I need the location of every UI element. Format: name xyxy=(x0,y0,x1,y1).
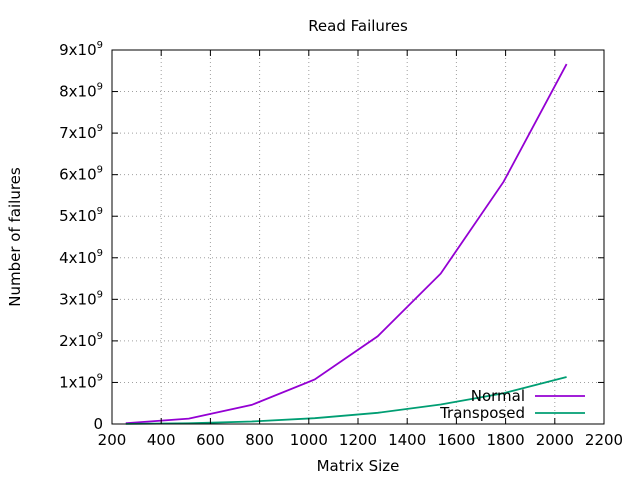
y-tick-label: 5x109 xyxy=(59,206,103,225)
x-tick-label: 2000 xyxy=(536,431,574,449)
y-tick-label: 0 xyxy=(93,415,103,433)
series-line-normal xyxy=(125,63,568,425)
chart-title: Read Failures xyxy=(308,17,408,35)
x-tick-label: 1200 xyxy=(339,431,377,449)
x-axis-ticks: 200 400 600 800 1000 1200 1400 1600 1800 2000 2200 xyxy=(98,50,623,449)
series-lines xyxy=(125,63,568,425)
y-tick-label: 9x109 xyxy=(59,40,103,59)
x-tick-label: 400 xyxy=(147,431,176,449)
legend-label-transposed: Transposed xyxy=(439,404,525,422)
y-tick-label: 4x109 xyxy=(59,248,103,267)
y-tick-label: 1x109 xyxy=(59,372,103,391)
x-tick-label: 2200 xyxy=(585,431,623,449)
y-tick-label: 2x109 xyxy=(59,331,103,350)
y-axis-label: Number of failures xyxy=(6,167,24,307)
x-axis-label: Matrix Size xyxy=(317,457,400,475)
x-tick-label: 200 xyxy=(98,431,127,449)
x-tick-label: 800 xyxy=(245,431,274,449)
y-tick-label: 7x109 xyxy=(59,123,103,142)
series-line-transposed xyxy=(125,376,567,425)
y-tick-label: 3x109 xyxy=(59,289,103,308)
grid xyxy=(112,50,604,424)
x-tick-label: 1600 xyxy=(437,431,475,449)
legend-label-normal: Normal xyxy=(471,387,525,405)
x-tick-label: 1800 xyxy=(487,431,525,449)
x-tick-label: 1000 xyxy=(290,431,328,449)
y-axis-ticks: 0 1x109 2x109 3x109 4x109 5x109 6x109 7x109 8x10… xyxy=(59,40,604,433)
y-tick-label: 6x109 xyxy=(59,165,103,184)
x-tick-label: 600 xyxy=(196,431,225,449)
x-tick-label: 1400 xyxy=(388,431,426,449)
y-tick-label: 8x109 xyxy=(59,82,103,101)
